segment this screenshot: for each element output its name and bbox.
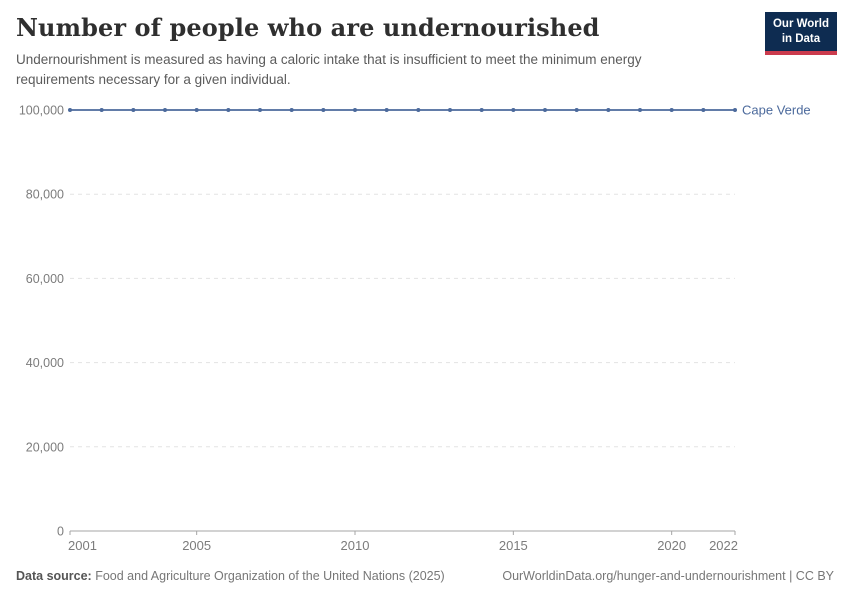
data-point[interactable] [163,108,167,112]
y-axis-tick-label: 60,000 [26,272,64,286]
data-point[interactable] [511,108,516,112]
data-point[interactable] [131,108,136,112]
x-axis-tick-label: 2015 [499,538,528,553]
owid-logo-line2: in Data [781,32,821,45]
data-point[interactable] [258,108,262,112]
data-point[interactable] [574,108,579,112]
data-point[interactable] [226,108,231,112]
x-axis-tick-label: 2020 [657,538,686,553]
data-source-note: Data source: Food and Agriculture Organi… [16,568,445,584]
y-axis-tick-label: 100,000 [19,104,64,118]
data-point[interactable] [99,108,104,112]
data-point[interactable] [416,108,421,112]
owid-logo-line1: Our World [772,18,829,30]
x-axis-tick-label: 2022 [709,538,738,553]
data-point[interactable] [321,108,326,112]
y-axis-tick-label: 0 [57,525,64,539]
data-point[interactable] [701,108,706,112]
data-point[interactable] [543,108,547,112]
chart-footer: Data source: Food and Agriculture Organi… [0,568,850,584]
chart-header: Number of people who are undernourished … [16,13,756,90]
data-point[interactable] [289,108,294,112]
data-point[interactable] [68,108,72,112]
x-axis-tick-label: 2001 [68,538,97,553]
owid-logo[interactable]: Our World in Data [764,12,837,55]
data-point[interactable] [606,108,611,112]
data-source-label: Data source: [16,569,92,583]
data-point[interactable] [638,108,642,112]
data-point[interactable] [448,108,452,112]
data-point[interactable] [353,108,357,112]
chart-title: Number of people who are undernourished [16,13,600,42]
data-point[interactable] [733,108,737,112]
chart-subtitle: Undernourishment is measured as having a… [16,51,642,88]
data-point[interactable] [479,108,484,112]
data-point[interactable] [194,108,199,112]
data-point[interactable] [384,108,389,112]
x-axis-tick-label: 2010 [341,538,370,553]
entity-label[interactable]: Cape Verde [742,103,811,118]
data-point[interactable] [669,108,674,112]
x-axis-tick-label: 2005 [182,538,211,553]
data-source-text: Food and Agriculture Organization of the… [91,569,445,583]
y-axis-tick-label: 20,000 [26,440,64,454]
y-axis-tick-label: 40,000 [26,356,64,370]
y-axis-tick-label: 80,000 [26,188,64,202]
attribution-link[interactable]: OurWorldinData.org/hunger-and-undernouri… [502,569,834,583]
